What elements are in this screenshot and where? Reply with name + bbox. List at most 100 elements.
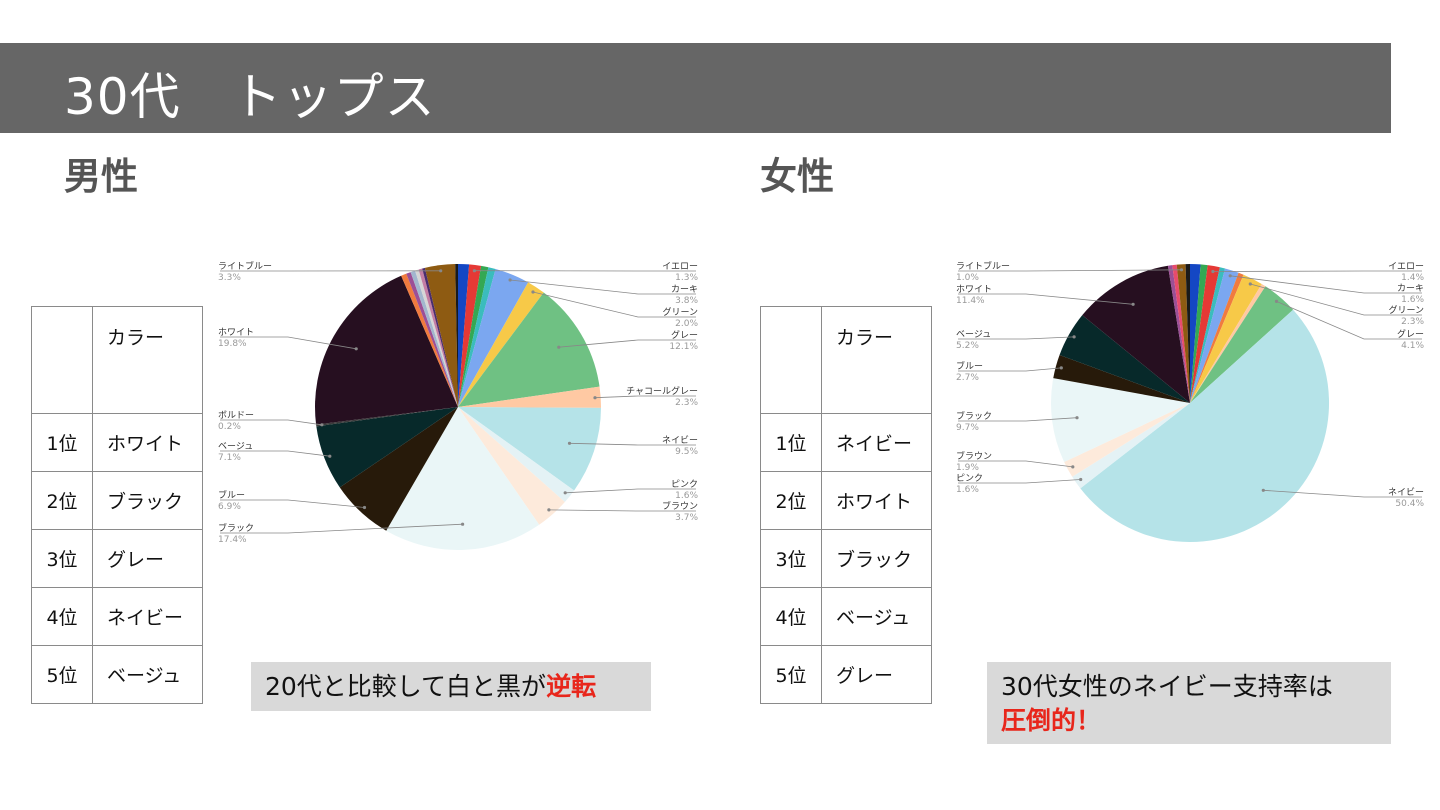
color-cell: ブラック bbox=[821, 529, 932, 588]
slice-value-label: 12.1% bbox=[669, 342, 698, 352]
slice-value-label: 1.6% bbox=[956, 485, 979, 495]
table-row: 3位 ブラック bbox=[760, 529, 932, 588]
slice-label: グリーン bbox=[662, 306, 698, 318]
leader-line bbox=[594, 395, 696, 399]
leader-dot bbox=[593, 396, 597, 400]
leader-dot bbox=[439, 269, 443, 273]
slice-label: ライトブルー bbox=[956, 260, 1010, 272]
pie-slice-minor bbox=[422, 267, 458, 407]
rank-cell: 5位 bbox=[31, 645, 93, 704]
slice-label: イエロー bbox=[662, 262, 698, 272]
slice-label: ホワイト bbox=[218, 327, 254, 338]
pie-slice bbox=[458, 407, 565, 525]
section-title-male: 男性 bbox=[64, 155, 138, 198]
rank-cell: 2位 bbox=[31, 471, 93, 530]
slice-label: ブラウン bbox=[956, 450, 992, 462]
leader-dot bbox=[1261, 488, 1265, 492]
pie-slice bbox=[339, 407, 458, 531]
leader-line bbox=[558, 339, 696, 348]
leader-line bbox=[1212, 270, 1422, 272]
slice-label: グリーン bbox=[1388, 304, 1424, 316]
slice-value-label: 2.7% bbox=[956, 373, 979, 383]
leader-line bbox=[220, 419, 322, 426]
table-row: 2位 ホワイト bbox=[760, 471, 932, 530]
leader-dot bbox=[567, 441, 572, 445]
slice-value-label: 9.5% bbox=[675, 447, 698, 457]
leader-line bbox=[220, 499, 365, 508]
pie-slice bbox=[1190, 274, 1262, 403]
pie-slice bbox=[1082, 265, 1190, 403]
pie-slice bbox=[458, 269, 529, 407]
table-header-color: カラー bbox=[92, 306, 203, 414]
pie-slice-minor bbox=[1190, 264, 1201, 403]
slice-value-label: 2.0% bbox=[675, 319, 698, 329]
pie-slice bbox=[386, 407, 540, 551]
color-cell: グレー bbox=[821, 645, 932, 704]
slice-label: ブラック bbox=[218, 522, 254, 534]
ranking-table-male: カラー 1位 ホワイト 2位 ブラック 3位 グレー 4位 ネイビー 5位 ベー… bbox=[31, 306, 203, 704]
pie-slice-minor bbox=[458, 264, 470, 407]
rank-cell: 2位 bbox=[760, 471, 822, 530]
pie-slice-minor bbox=[415, 269, 458, 407]
leader-dot bbox=[1059, 366, 1063, 370]
slice-label: ネイビー bbox=[1388, 487, 1424, 498]
slice-label: イエロー bbox=[1388, 262, 1424, 272]
note-female-text: 30代女性のネイビー支持率は bbox=[1001, 672, 1333, 701]
leader-line bbox=[958, 367, 1062, 372]
leader-line bbox=[1263, 489, 1422, 498]
slice-label: ボルドー bbox=[218, 410, 254, 421]
leader-dot bbox=[1248, 282, 1252, 286]
table-row: 5位 グレー bbox=[760, 645, 932, 704]
slice-value-label: 11.4% bbox=[956, 296, 985, 306]
table-header-row: カラー bbox=[760, 306, 932, 414]
table-header-empty bbox=[760, 306, 822, 414]
title-bar: 30代 トップス bbox=[0, 43, 1391, 133]
pie-slice bbox=[458, 386, 602, 408]
slice-value-label: 7.1% bbox=[218, 453, 241, 463]
rank-cell: 1位 bbox=[760, 413, 822, 472]
slice-value-label: 5.2% bbox=[956, 341, 979, 351]
slice-value-label: 9.7% bbox=[956, 423, 979, 433]
slice-value-label: 1.9% bbox=[956, 463, 979, 473]
slice-value-label: 2.3% bbox=[1401, 317, 1424, 327]
pie-slice bbox=[1059, 315, 1190, 403]
leader-line bbox=[569, 442, 696, 446]
leader-line bbox=[958, 417, 1078, 422]
leader-line bbox=[532, 291, 696, 318]
pie-slice-minor bbox=[458, 265, 489, 407]
slice-label: グレー bbox=[1397, 328, 1424, 340]
table-header-empty bbox=[31, 306, 93, 414]
pie-slice-minor bbox=[1190, 283, 1266, 403]
pie-slice-minor bbox=[458, 267, 496, 407]
leader-dot bbox=[362, 505, 367, 510]
rank-cell: 4位 bbox=[31, 587, 93, 646]
leader-dot bbox=[547, 508, 551, 512]
pie-slice bbox=[1176, 264, 1190, 403]
slice-value-label: 19.8% bbox=[218, 339, 247, 349]
pie-slice bbox=[1080, 309, 1330, 543]
pie-slice bbox=[458, 282, 544, 407]
leader-dot bbox=[328, 454, 332, 458]
pie-slice bbox=[424, 264, 458, 407]
leader-dot bbox=[461, 522, 465, 526]
leader-dot bbox=[1179, 268, 1184, 272]
slice-value-label: 1.4% bbox=[1401, 273, 1424, 283]
pie-slice bbox=[1190, 268, 1239, 403]
pie-slice-minor bbox=[401, 273, 458, 407]
pie-slice-minor bbox=[410, 270, 458, 407]
slice-value-label: 1.6% bbox=[1401, 295, 1424, 305]
leader-dot bbox=[1274, 299, 1279, 303]
table-row: 3位 グレー bbox=[31, 529, 203, 588]
pie-slice bbox=[1064, 403, 1190, 477]
slice-label: ベージュ bbox=[956, 330, 991, 340]
pie-slice bbox=[458, 264, 482, 407]
pie-slice bbox=[1072, 403, 1190, 489]
slice-label: ホワイト bbox=[956, 284, 992, 295]
pie-slice-minor bbox=[1190, 272, 1244, 403]
leader-dot bbox=[472, 269, 476, 273]
leader-dot bbox=[1228, 274, 1232, 278]
page-title: 30代 トップス bbox=[64, 68, 436, 126]
leader-dot bbox=[320, 423, 324, 427]
table-row: 1位 ホワイト bbox=[31, 413, 203, 472]
slice-label: カーキ bbox=[1397, 283, 1424, 294]
